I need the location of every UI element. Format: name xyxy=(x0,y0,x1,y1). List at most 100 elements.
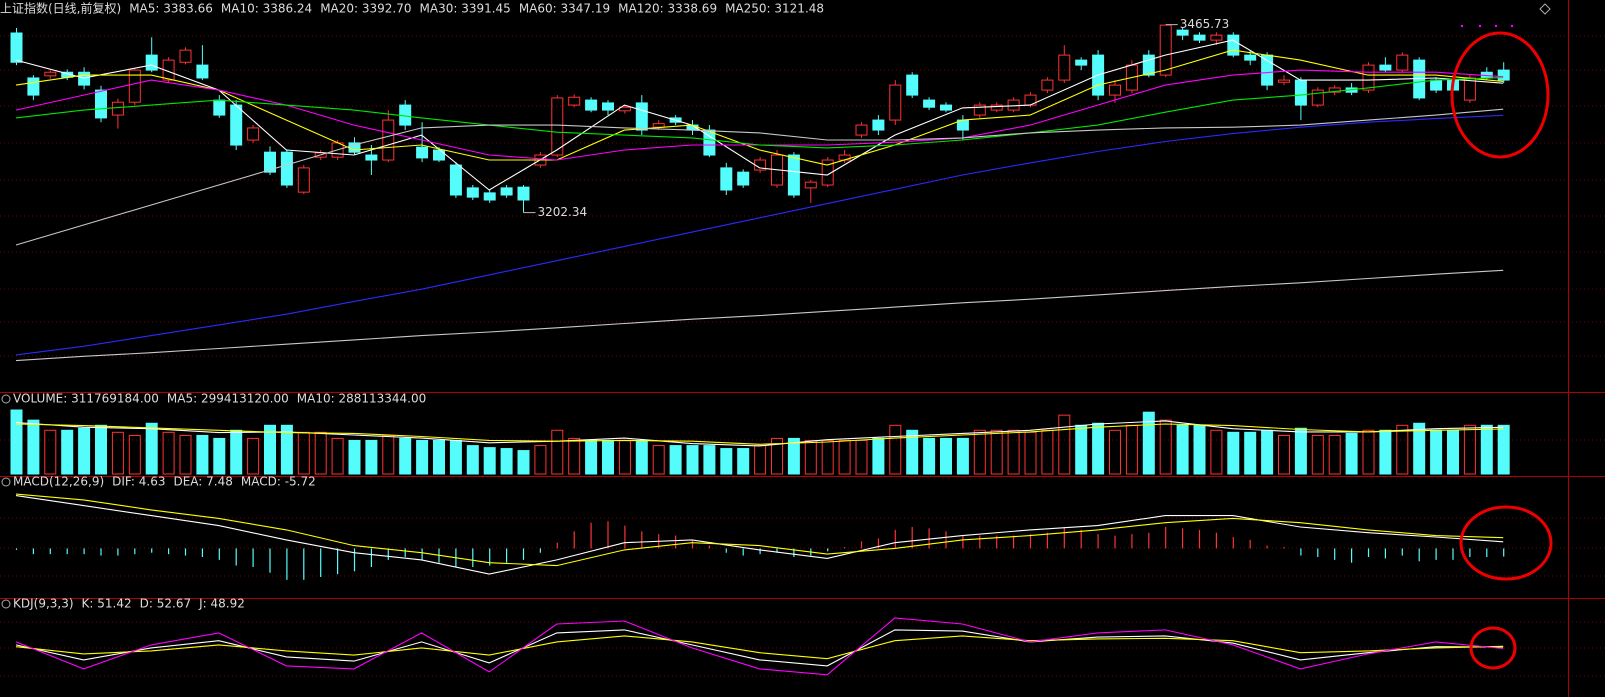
volume-bar xyxy=(27,419,40,475)
volume-bar xyxy=(247,437,260,475)
candle-body xyxy=(365,154,378,161)
volume-bar xyxy=(1278,434,1290,475)
candle-body xyxy=(973,104,986,116)
volume-bar xyxy=(348,439,361,475)
candle-body xyxy=(416,146,429,159)
candle-body xyxy=(602,102,614,111)
volume-bar xyxy=(1379,429,1392,475)
line xyxy=(15,495,1504,575)
volume-bar xyxy=(433,439,445,475)
candle-body xyxy=(1041,79,1054,91)
legend-label: J: 48.92 xyxy=(198,597,245,611)
panel-icon[interactable] xyxy=(1,394,11,404)
candle-body xyxy=(1261,54,1274,86)
line xyxy=(15,629,1504,667)
volume-bar xyxy=(1311,434,1324,475)
candle-body xyxy=(247,127,260,141)
candle-body xyxy=(703,129,716,156)
volume-bar xyxy=(737,448,750,475)
legend-label: MA20: 3392.70 xyxy=(320,2,411,16)
candle-body xyxy=(162,59,175,81)
volume-bar xyxy=(1396,424,1409,475)
candle-body xyxy=(1142,54,1155,76)
line xyxy=(15,493,1504,567)
panel-title: MACD(12,26,9) xyxy=(13,475,104,489)
candle-body xyxy=(889,84,902,121)
candle-body xyxy=(568,96,581,106)
volume-bar xyxy=(1227,431,1240,475)
legend-label: MACD: -5.72 xyxy=(241,475,316,489)
volume-bar xyxy=(652,445,665,475)
candle-body xyxy=(78,71,91,86)
volume-bar xyxy=(923,437,936,475)
legend-label: DIF: 4.63 xyxy=(112,475,165,489)
settings-icon[interactable] xyxy=(1539,3,1551,15)
highlight-ring xyxy=(1469,626,1517,670)
volume-bar xyxy=(686,445,699,475)
candle-body xyxy=(179,49,192,63)
candle-body xyxy=(500,187,513,196)
volume-bar xyxy=(196,434,209,475)
candle-body xyxy=(128,69,141,103)
candle-body xyxy=(95,89,107,119)
volume-bar xyxy=(61,429,74,475)
volume-bar xyxy=(416,439,429,475)
volume-bar xyxy=(1176,424,1189,475)
candle-body xyxy=(787,154,800,196)
highlight-ring xyxy=(1450,31,1550,159)
volume-bar xyxy=(956,437,969,475)
candle-body xyxy=(483,192,496,201)
volume-bar xyxy=(449,439,462,475)
volume-bar xyxy=(804,439,817,475)
candle-body xyxy=(720,167,733,191)
volume-bar xyxy=(399,437,412,475)
volume-bar xyxy=(602,439,614,475)
candle-body xyxy=(585,99,598,111)
legend-label: MA5: 3383.66 xyxy=(129,2,213,16)
candle-body xyxy=(1210,34,1223,41)
line xyxy=(15,269,1504,362)
dot xyxy=(1478,24,1482,28)
volume-bar xyxy=(10,409,23,475)
candle-body xyxy=(10,32,23,63)
volume-bar xyxy=(1058,414,1071,475)
volume-bar xyxy=(365,439,378,475)
volume-bar xyxy=(669,445,682,475)
volume-bar xyxy=(314,431,327,475)
candle-body xyxy=(1058,54,1071,81)
candle-body xyxy=(906,74,919,96)
volume-bar xyxy=(95,424,107,475)
panel-icon[interactable] xyxy=(1,599,11,609)
candle-body xyxy=(635,102,648,131)
volume-bar xyxy=(1294,427,1307,475)
candle-body xyxy=(1159,24,1172,76)
candle-body xyxy=(923,99,936,108)
volume-bar xyxy=(703,445,716,475)
volume-bar xyxy=(551,429,564,475)
legend-label: MA60: 3347.19 xyxy=(519,2,610,16)
legend-label: MA5: 299413120.00 xyxy=(167,392,289,406)
volume-bar xyxy=(635,439,648,475)
volume-bar xyxy=(1024,431,1037,475)
panel-icon[interactable] xyxy=(1,477,11,487)
candle-body xyxy=(264,151,276,173)
volume-bar xyxy=(1447,429,1459,475)
legend-label: MA250: 3121.48 xyxy=(725,2,824,16)
candle-body xyxy=(196,64,209,79)
dot xyxy=(1494,24,1498,28)
candle-body xyxy=(382,119,395,161)
candle-body xyxy=(1396,54,1409,71)
volume-bar xyxy=(1193,424,1206,475)
candle-body xyxy=(27,77,40,96)
candle-body xyxy=(1328,87,1341,93)
dot xyxy=(1460,24,1464,28)
volume-bar xyxy=(179,434,192,475)
volume-bar xyxy=(1497,424,1510,475)
volume-bar xyxy=(44,429,57,475)
candle-body xyxy=(44,71,57,77)
candle-body xyxy=(1075,59,1088,66)
candle-body xyxy=(145,54,158,71)
legend-label: MA120: 3338.69 xyxy=(618,2,717,16)
volume-bar xyxy=(382,434,395,475)
